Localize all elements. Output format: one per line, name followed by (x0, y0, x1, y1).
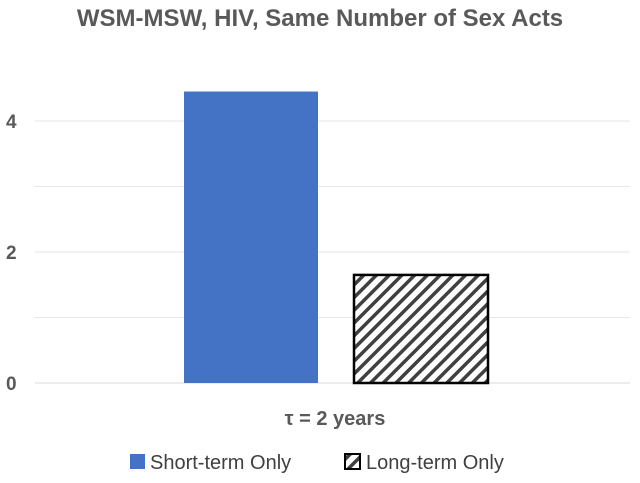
bar-long-term-only (352, 273, 490, 385)
legend-swatch (130, 454, 145, 469)
legend-label: Short-term Only (150, 452, 291, 474)
legend: Short-term Only Long-term Only (130, 452, 504, 474)
chart-title: WSM-MSW, HIV, Same Number of Sex Acts (77, 5, 563, 32)
x-category-label: τ = 2 years (285, 408, 386, 430)
y-tick-label: 0 (6, 374, 17, 395)
y-axis-ticks: 0 2 4 (6, 112, 17, 395)
bars (184, 91, 490, 385)
gridlines (35, 120, 630, 384)
legend-label: Long-term Only (366, 452, 504, 474)
y-tick-label: 4 (6, 112, 17, 133)
bar-short-term-only (184, 91, 318, 384)
legend-swatch (344, 453, 361, 470)
y-tick-label: 2 (6, 243, 17, 264)
